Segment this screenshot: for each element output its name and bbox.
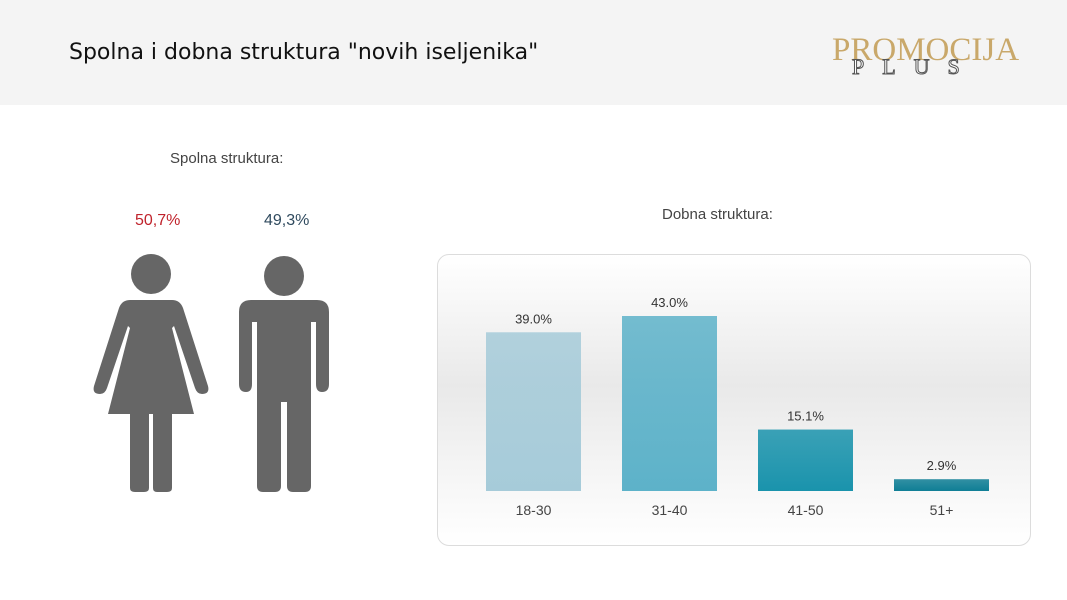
bar-value-label: 43.0% — [651, 295, 688, 310]
header-bar: Spolna i dobna struktura "novih iseljeni… — [0, 0, 1067, 105]
category-label: 31-40 — [652, 502, 688, 518]
age-section-title: Dobna struktura: — [662, 206, 773, 223]
bar-51+ — [894, 479, 989, 491]
logo-text-bottom: PLUS — [852, 54, 978, 80]
female-figure-icon — [93, 254, 209, 492]
bar-18-30 — [486, 332, 581, 491]
category-label: 18-30 — [516, 502, 552, 518]
bar-value-label: 39.0% — [515, 311, 552, 326]
category-label: 51+ — [930, 502, 954, 518]
bar-41-50 — [758, 429, 853, 491]
bar-31-40 — [622, 316, 717, 491]
age-bar-chart: 39.0% 18-30 43.0% 31-40 15.1% 41-50 2.9% 51+ — [486, 295, 989, 518]
male-percentage: 49,3% — [264, 212, 310, 229]
bar-value-label: 2.9% — [927, 458, 957, 473]
gender-section-title: Spolna struktura: — [170, 150, 284, 167]
bar-value-label: 15.1% — [787, 409, 824, 424]
male-figure-icon — [239, 256, 329, 492]
logo-text-top: PROMOCIJA — [832, 32, 1020, 68]
page-title: Spolna i dobna struktura "novih iseljeni… — [69, 40, 539, 65]
category-label: 41-50 — [788, 502, 824, 518]
promocija-plus-logo: PROMOCIJA PLUS — [832, 30, 1037, 80]
female-percentage: 50,7% — [135, 212, 181, 229]
